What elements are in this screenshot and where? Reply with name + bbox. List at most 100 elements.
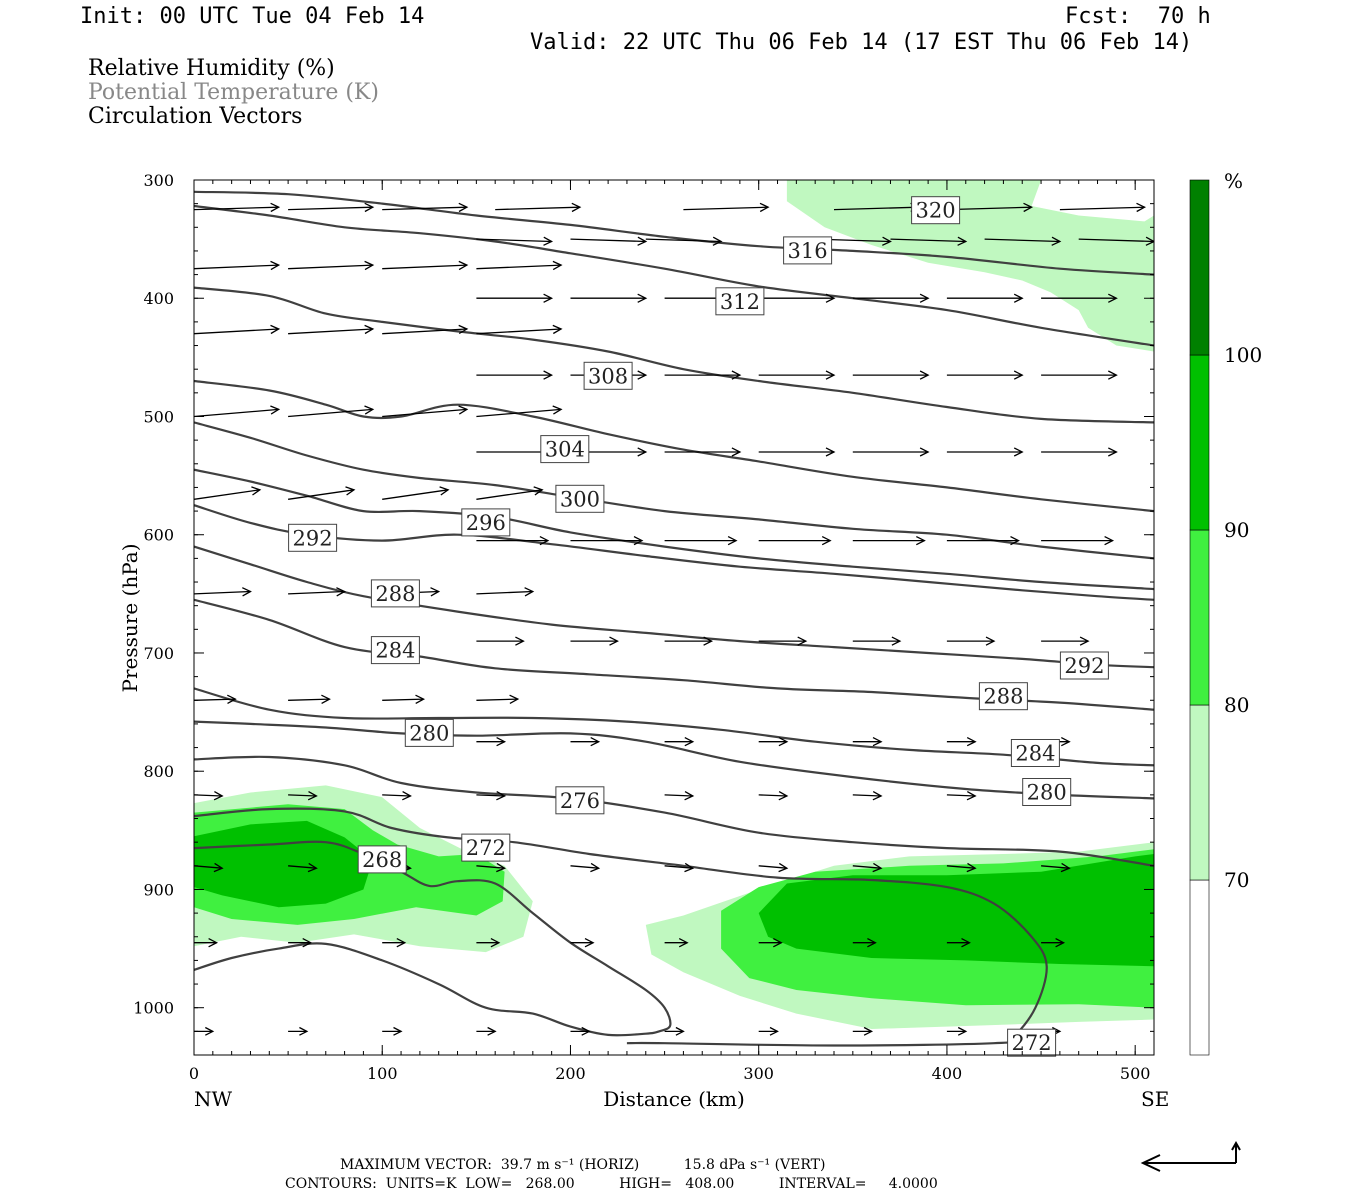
wind-vector-head bbox=[1174, 792, 1182, 800]
contour-label-272: 272 bbox=[1012, 1031, 1052, 1055]
wind-vector-head bbox=[1023, 202, 1034, 213]
wind-vector bbox=[476, 698, 518, 701]
wind-vector-head bbox=[393, 1026, 403, 1036]
colorbar-level-label: 80 bbox=[1224, 693, 1249, 717]
wind-vector-head bbox=[242, 587, 252, 597]
wind-vector-head bbox=[872, 737, 883, 747]
wind-vector bbox=[890, 238, 966, 243]
wind-vector-head bbox=[213, 862, 224, 873]
wind-vector bbox=[288, 865, 317, 869]
wind-vector-head bbox=[1013, 370, 1024, 380]
x-right-end-label: SE bbox=[1141, 1087, 1169, 1111]
x-tick-label: 500 bbox=[1120, 1064, 1151, 1083]
wind-vector-head bbox=[458, 260, 469, 271]
wind-vector-head bbox=[773, 938, 783, 948]
contour-label-box bbox=[461, 508, 511, 537]
wind-vector-head bbox=[1221, 294, 1229, 302]
wind-vector-head bbox=[552, 324, 563, 335]
forecast-hour: Fcst: 70 h bbox=[1065, 4, 1211, 29]
wind-vector-head bbox=[227, 694, 237, 704]
contour-label-304: 304 bbox=[545, 438, 585, 462]
wind-vector bbox=[946, 206, 1032, 211]
theta-contour-276 bbox=[194, 755, 1154, 867]
wind-vector-head bbox=[684, 737, 695, 747]
wind-vector bbox=[476, 489, 543, 500]
wind-vector-head bbox=[684, 862, 695, 873]
contour-label-280: 280 bbox=[1027, 781, 1067, 805]
wind-vector-head bbox=[533, 486, 544, 496]
contour-label-box bbox=[783, 236, 833, 265]
wind-vector bbox=[984, 238, 1060, 243]
contour-label-box bbox=[357, 845, 407, 874]
wind-vector bbox=[476, 238, 552, 243]
wind-vector bbox=[194, 794, 223, 797]
init-time: Init: 00 UTC Tue 04 Feb 14 bbox=[80, 4, 425, 29]
contour-label-284: 284 bbox=[375, 639, 415, 663]
wind-vector-head bbox=[1108, 293, 1118, 303]
colorbar-segment bbox=[1189, 529, 1210, 706]
wind-vector-head bbox=[961, 938, 971, 948]
wind-vector-head bbox=[1055, 938, 1066, 948]
wind-vector-head bbox=[1221, 237, 1229, 245]
contour-label-284: 284 bbox=[1015, 742, 1055, 766]
wind-vector-head bbox=[1108, 370, 1118, 380]
wind-vector bbox=[852, 794, 882, 797]
wind-vector-head bbox=[867, 938, 877, 948]
contour-label-312: 312 bbox=[720, 290, 760, 314]
wind-vector bbox=[1059, 206, 1145, 211]
legend-theta: Potential Temperature (K) bbox=[88, 80, 379, 105]
wind-vector-head bbox=[590, 862, 601, 873]
rh-region-90 bbox=[758, 854, 1154, 967]
wind-vector bbox=[194, 489, 260, 500]
wind-vector-head bbox=[571, 202, 582, 213]
wind-vector bbox=[288, 698, 330, 701]
contour-label-268: 268 bbox=[362, 848, 402, 872]
colorbar-segment bbox=[1189, 354, 1210, 531]
contour-label-box bbox=[555, 484, 605, 513]
wind-vector-head bbox=[590, 737, 601, 747]
wind-vector-head bbox=[1010, 536, 1020, 546]
wind-vector-head bbox=[487, 1026, 497, 1036]
wind-vector-head bbox=[213, 791, 224, 801]
wind-vector bbox=[645, 238, 722, 243]
y-tick-label: 900 bbox=[143, 880, 174, 899]
theta-contour-316 bbox=[194, 204, 1154, 347]
wind-vector bbox=[758, 794, 787, 797]
wind-vector-head bbox=[637, 447, 648, 457]
wind-vector bbox=[570, 238, 646, 243]
wind-vector-head bbox=[270, 260, 281, 271]
contour-label-308: 308 bbox=[588, 364, 628, 388]
wind-vector-head bbox=[778, 737, 789, 747]
wind-vector bbox=[382, 698, 424, 701]
wind-vector bbox=[194, 206, 279, 211]
wind-vector-head bbox=[543, 293, 554, 303]
wind-vector bbox=[683, 206, 769, 211]
wind-vector-head bbox=[364, 202, 375, 213]
wind-vector-head bbox=[543, 236, 554, 246]
wind-vector-head bbox=[633, 536, 644, 546]
wind-vector-head bbox=[584, 938, 595, 948]
wind-vector-head bbox=[1174, 863, 1182, 871]
wind-vector-head bbox=[270, 324, 281, 335]
contour-label-288: 288 bbox=[375, 582, 415, 606]
contour-label-box bbox=[540, 435, 590, 464]
wind-vector-head bbox=[919, 293, 930, 303]
y-tick-label: 600 bbox=[143, 526, 174, 545]
colorbar-level-label: 100 bbox=[1224, 343, 1262, 367]
wind-vector-head bbox=[439, 486, 450, 496]
wind-vector bbox=[1041, 865, 1070, 869]
contour-label-300: 300 bbox=[560, 487, 600, 511]
wind-vector-head bbox=[364, 405, 375, 415]
wind-vector-head bbox=[1136, 202, 1147, 213]
wind-vector-head bbox=[270, 202, 281, 213]
wind-vector-head bbox=[1221, 371, 1229, 379]
contour-label-316: 316 bbox=[788, 239, 828, 263]
wind-vector-head bbox=[270, 405, 281, 415]
wind-vector bbox=[382, 264, 467, 270]
contour-label-280: 280 bbox=[409, 721, 449, 745]
wind-vector-head bbox=[703, 636, 714, 646]
x-left-end-label: NW bbox=[194, 1087, 233, 1111]
contour-label-box bbox=[583, 361, 633, 390]
y-tick-label: 300 bbox=[143, 171, 174, 190]
wind-vector bbox=[288, 206, 373, 211]
